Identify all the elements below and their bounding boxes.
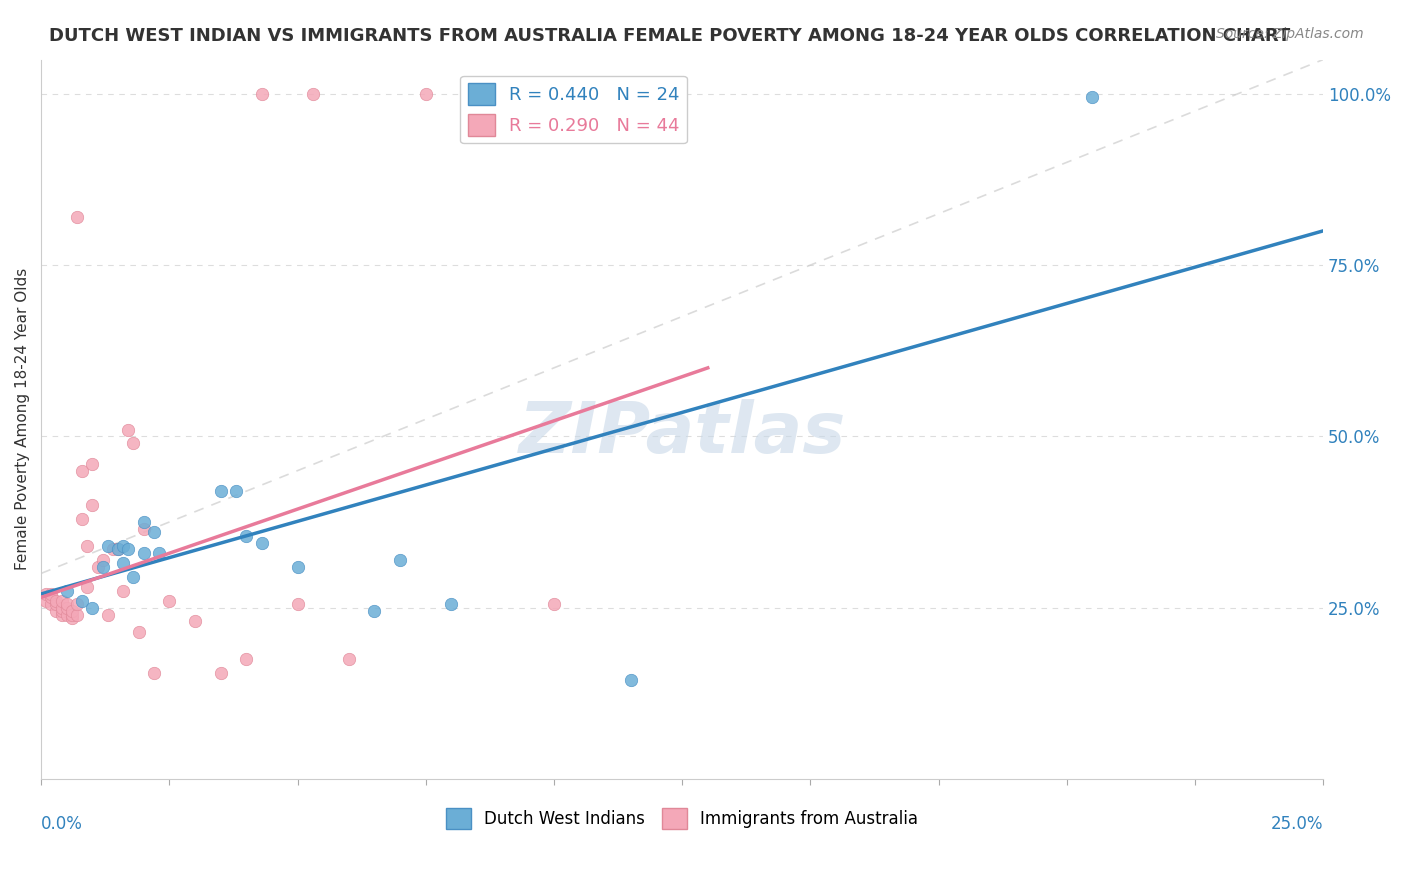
Point <box>82 457 104 471</box>
Point <box>132 522 155 536</box>
Text: ZIPatlas: ZIPatlas <box>519 399 846 468</box>
Point <box>66 597 89 611</box>
Point <box>481 87 503 101</box>
Point <box>112 583 135 598</box>
Point <box>415 87 437 101</box>
Point <box>287 559 309 574</box>
Point <box>91 559 114 574</box>
Point <box>60 607 83 622</box>
Text: DUTCH WEST INDIAN VS IMMIGRANTS FROM AUSTRALIA FEMALE POVERTY AMONG 18-24 YEAR O: DUTCH WEST INDIAN VS IMMIGRANTS FROM AUS… <box>49 27 1291 45</box>
Point <box>70 594 93 608</box>
Point <box>70 511 93 525</box>
Point <box>122 436 145 450</box>
Point <box>66 607 89 622</box>
Point <box>55 607 77 622</box>
Point <box>60 611 83 625</box>
Point <box>225 484 247 499</box>
Point <box>132 515 155 529</box>
Text: 25.0%: 25.0% <box>1271 815 1323 833</box>
Point <box>35 587 58 601</box>
Point <box>568 87 591 101</box>
Point <box>363 604 385 618</box>
Point <box>51 600 73 615</box>
Point <box>45 594 67 608</box>
Point <box>287 597 309 611</box>
Point <box>235 652 257 666</box>
Point <box>97 539 120 553</box>
Point <box>41 597 63 611</box>
Point <box>1081 90 1104 104</box>
Point <box>97 607 120 622</box>
Point <box>82 498 104 512</box>
Point <box>337 652 360 666</box>
Point <box>45 604 67 618</box>
Point <box>250 535 273 549</box>
Point <box>76 539 98 553</box>
Point <box>250 87 273 101</box>
Point <box>41 587 63 601</box>
Point <box>51 594 73 608</box>
Point <box>209 665 232 680</box>
Point <box>302 87 325 101</box>
Point <box>55 600 77 615</box>
Point <box>82 600 104 615</box>
Point <box>157 594 180 608</box>
Point <box>132 546 155 560</box>
Point <box>112 539 135 553</box>
Point <box>91 552 114 566</box>
Point <box>70 464 93 478</box>
Point <box>148 546 170 560</box>
Point <box>440 597 463 611</box>
Point <box>636 87 658 101</box>
Point <box>60 604 83 618</box>
Point <box>209 484 232 499</box>
Point <box>142 665 165 680</box>
Point <box>51 607 73 622</box>
Point <box>389 552 412 566</box>
Point <box>543 597 565 611</box>
Point <box>107 542 129 557</box>
Point <box>112 556 135 570</box>
Point <box>235 529 257 543</box>
Point <box>142 525 165 540</box>
Point <box>86 559 108 574</box>
Point <box>128 624 150 639</box>
Point <box>184 615 207 629</box>
Text: Source: ZipAtlas.com: Source: ZipAtlas.com <box>1216 27 1364 41</box>
Point <box>117 542 139 557</box>
Text: 0.0%: 0.0% <box>41 815 83 833</box>
Point <box>35 594 58 608</box>
Point <box>76 580 98 594</box>
Y-axis label: Female Poverty Among 18-24 Year Olds: Female Poverty Among 18-24 Year Olds <box>15 268 30 570</box>
Point <box>41 591 63 605</box>
Point <box>55 597 77 611</box>
Point <box>107 542 129 557</box>
Point <box>51 604 73 618</box>
Point <box>45 597 67 611</box>
Point <box>620 673 643 687</box>
Point <box>101 542 124 557</box>
Point <box>55 583 77 598</box>
Point <box>117 423 139 437</box>
Point <box>122 570 145 584</box>
Legend: Dutch West Indians, Immigrants from Australia: Dutch West Indians, Immigrants from Aust… <box>439 802 925 835</box>
Point <box>66 210 89 224</box>
